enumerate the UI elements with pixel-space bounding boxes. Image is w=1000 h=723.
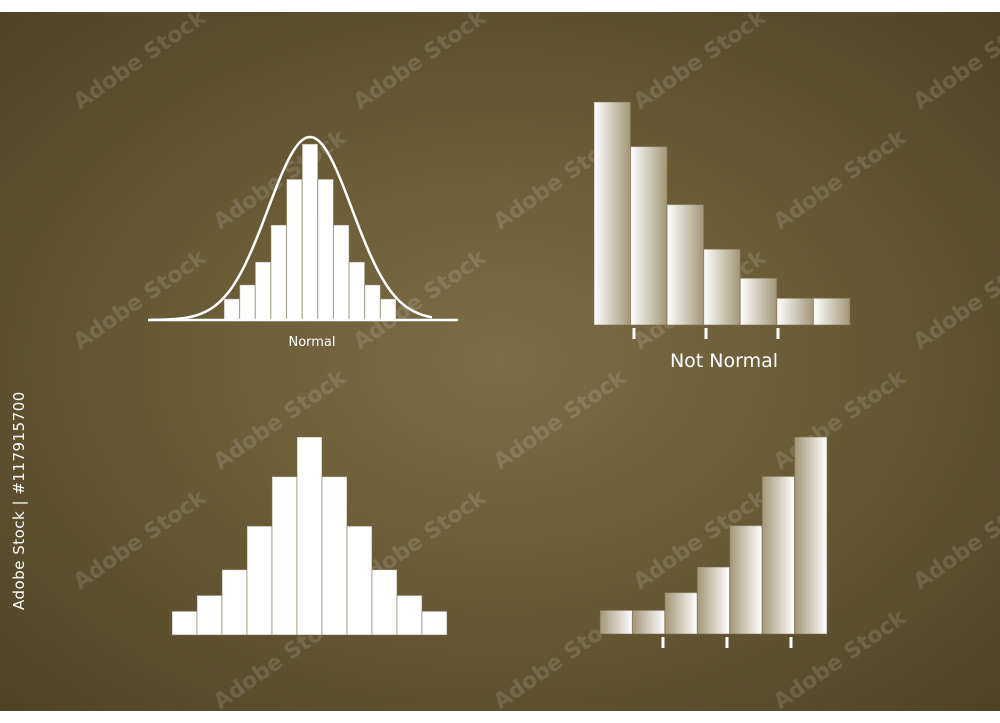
watermark-text: Adobe Stock [349,5,492,115]
axis-tick [661,637,665,648]
histogram-bar [696,566,731,635]
watermark-text: Adobe Stock [69,245,212,355]
histogram-bar [286,178,303,321]
axis-tick [632,328,636,339]
watermark-text: Adobe Stock [209,365,352,475]
histogram-bar [739,277,778,326]
normal-histogram [148,135,458,322]
histogram-bar [630,146,668,326]
histogram-bar [196,594,223,636]
watermark-text: Adobe Stock [909,5,1000,115]
watermark-text: Adobe Stock [489,365,632,475]
histogram-bar [254,261,272,321]
axis-tick [789,637,793,648]
histogram-bar [761,475,796,635]
histogram-bar [364,284,381,321]
histogram-bar [346,525,373,636]
histogram-bar [317,178,334,321]
histogram-bar [171,610,198,636]
stock-id-text: Adobe Stock | #117915700 [10,391,28,610]
watermark-text: Adobe Stock [769,125,912,235]
histogram-bar [246,525,273,636]
histogram-bar [599,609,633,635]
histogram-bar [631,609,666,635]
histogram-bar [421,610,448,636]
histogram-bar [223,298,241,321]
watermark-text: Adobe Stock [69,5,212,115]
histogram-bar [812,297,851,326]
histogram-bar [296,436,323,636]
not-normal-label: Not Normal [670,350,778,372]
histogram-bar [794,436,828,635]
histogram-bar [666,204,705,326]
watermark-text: Adobe Stock [629,5,772,115]
histogram-bar [301,143,319,321]
chalkboard-background [0,12,1000,711]
histogram-bar [379,298,397,321]
histogram-bar [776,297,814,326]
symmetric-histogram [171,436,448,636]
histogram-bar [664,592,698,635]
not-normal-histogram [593,101,851,339]
histogram-bar [371,569,398,636]
axis-tick [725,637,729,648]
histogram-bar [271,476,298,636]
normal-curve [149,135,433,322]
histogram-bar [321,476,348,636]
histogram-bar [270,224,288,321]
histogram-bar [703,248,741,326]
histogram-bar [239,284,256,321]
histogram-bar [729,525,763,635]
normal-label: Normal [288,335,335,350]
histogram-bar [593,101,632,326]
histogram-bar [221,569,248,636]
histogram-bar [348,261,366,321]
left-skewed-histogram [599,436,828,648]
watermark-text: Adobe Stock [909,245,1000,355]
histogram-bar [396,594,423,636]
axis-tick [704,328,708,339]
axis-tick [776,328,780,339]
watermark-text: Adobe Stock [769,365,912,475]
histogram-bar [332,224,350,321]
watermark-text: Adobe Stock [909,485,1000,595]
watermark-text: Adobe Stock [69,485,212,595]
